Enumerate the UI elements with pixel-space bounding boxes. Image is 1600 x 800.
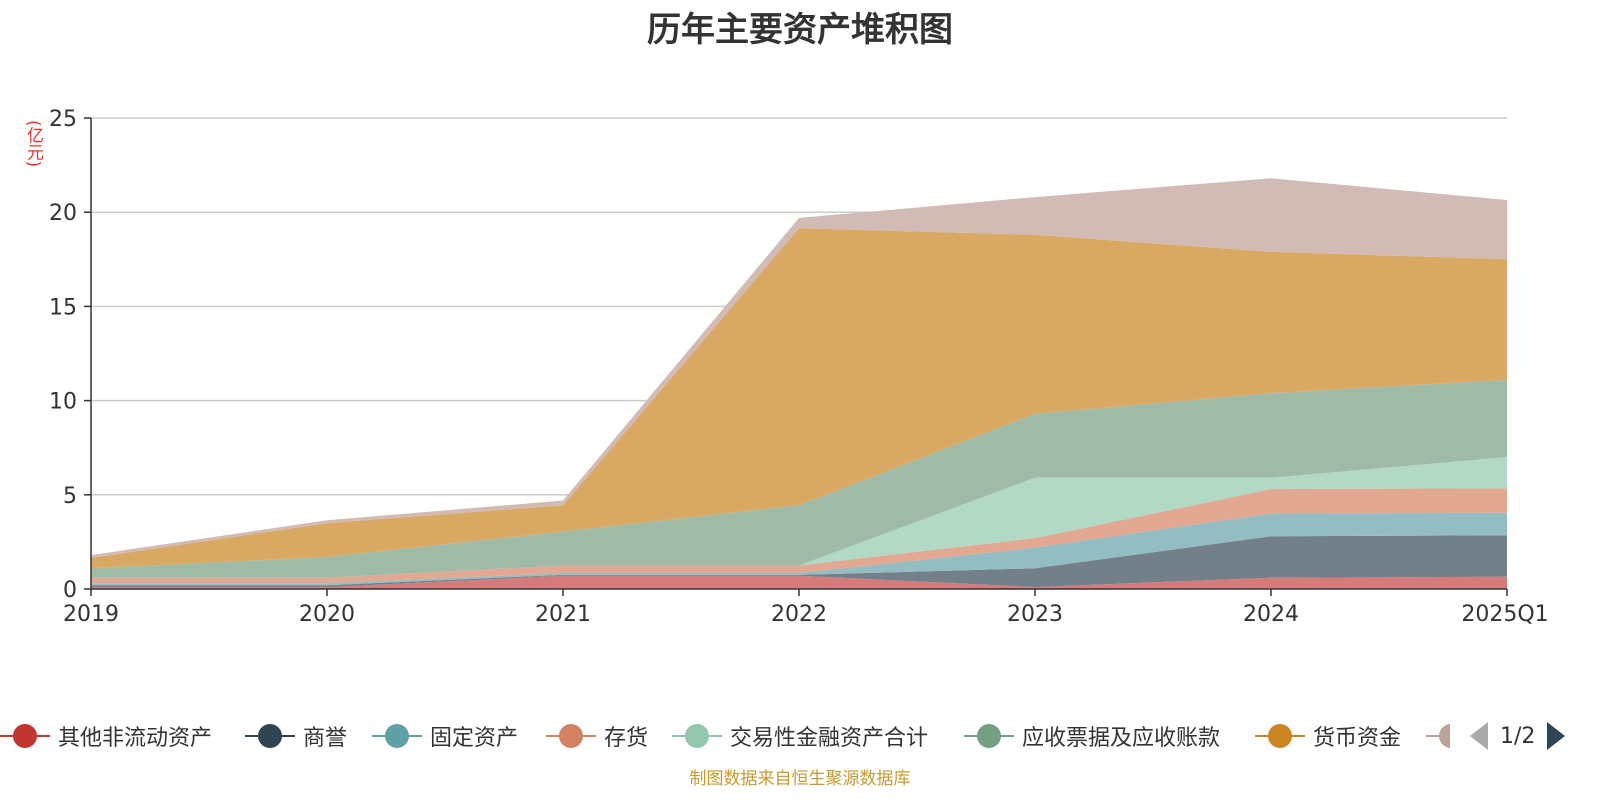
legend-marker-icon xyxy=(0,724,50,748)
area-series xyxy=(91,178,1507,589)
stacked-area-chart: 0 5 10 15 20 25 2019 2020 2021 2022 2023 2024 2025Q… xyxy=(49,107,1549,627)
pager-prev-arrow-icon[interactable] xyxy=(1470,722,1488,750)
source-note: 制图数据来自恒生聚源数据库 xyxy=(689,769,911,789)
legend-label: 应收票据及应收账款 xyxy=(1022,726,1221,751)
y-tick-label: 15 xyxy=(49,295,77,320)
y-tick-label: 25 xyxy=(49,107,77,132)
area-series-3[interactable] xyxy=(91,488,1507,584)
legend-label: 交易性金融资产合计 xyxy=(730,726,929,751)
x-tick-label: 2023 xyxy=(1007,602,1063,627)
y-tick-label: 20 xyxy=(49,201,77,226)
x-tick-labels: 2019 2020 2021 2022 2023 2024 2025Q1 xyxy=(63,589,1549,627)
x-tick-label: 2025Q1 xyxy=(1461,602,1548,627)
legend-marker-icon xyxy=(372,724,422,748)
legend-item-7[interactable] xyxy=(1426,716,1450,756)
legend-marker-icon xyxy=(245,724,295,748)
pager-next-arrow-icon[interactable] xyxy=(1547,722,1566,750)
legend-item-4[interactable]: 交易性金融资产合计 xyxy=(672,716,928,756)
legend-item-3[interactable]: 存货 xyxy=(546,716,648,756)
legend-item-5[interactable]: 应收票据及应收账款 xyxy=(964,716,1220,756)
legend-label: 商誉 xyxy=(303,726,348,751)
area-series-2[interactable] xyxy=(91,512,1507,586)
legend-label: 固定资产 xyxy=(430,726,519,751)
legend-label: 货币资金 xyxy=(1313,726,1402,751)
legend-page-indicator: 1/2 xyxy=(1500,723,1536,749)
legend-marker-icon xyxy=(546,724,596,748)
legend-item-0[interactable]: 其他非流动资产 xyxy=(0,716,212,756)
x-tick-label: 2021 xyxy=(535,602,591,627)
legend-marker-icon xyxy=(672,724,722,748)
area-series-6[interactable] xyxy=(91,228,1507,569)
x-tick-label: 2019 xyxy=(63,602,119,627)
x-tick-label: 2024 xyxy=(1243,602,1299,627)
legend-label: 其他非流动资产 xyxy=(58,726,213,751)
y-tick-label: 5 xyxy=(63,484,77,509)
legend-item-1[interactable]: 商誉 xyxy=(245,716,347,756)
legend-pager: 1/2 xyxy=(1470,716,1566,756)
legend-marker-icon xyxy=(964,724,1014,748)
area-series-5[interactable] xyxy=(91,379,1507,578)
area-series-0[interactable] xyxy=(91,575,1507,589)
x-tick-label: 2020 xyxy=(299,602,355,627)
y-tick-labels: 0 5 10 15 20 25 xyxy=(49,107,91,603)
chart-title: 历年主要资产堆积图 xyxy=(647,10,953,50)
y-tick-label: 10 xyxy=(49,390,77,415)
legend-marker-icon xyxy=(1426,724,1450,748)
legend-item-6[interactable]: 货币资金 xyxy=(1255,716,1401,756)
y-axis-unit-label: (亿元) xyxy=(23,120,43,168)
area-series-7[interactable] xyxy=(91,178,1507,558)
area-series-4[interactable] xyxy=(91,457,1507,578)
x-tick-label: 2022 xyxy=(771,602,827,627)
legend-label: 存货 xyxy=(604,726,649,751)
legend-marker-icon xyxy=(1255,724,1305,748)
legend-item-2[interactable]: 固定资产 xyxy=(372,716,518,756)
legend: 其他非流动资产 商誉 固定资产 存货 交易性金融资产合计 应收票据及应收账款 货币资金 xyxy=(0,716,1450,756)
area-series-1[interactable] xyxy=(91,535,1507,588)
y-tick-label: 0 xyxy=(63,578,77,603)
